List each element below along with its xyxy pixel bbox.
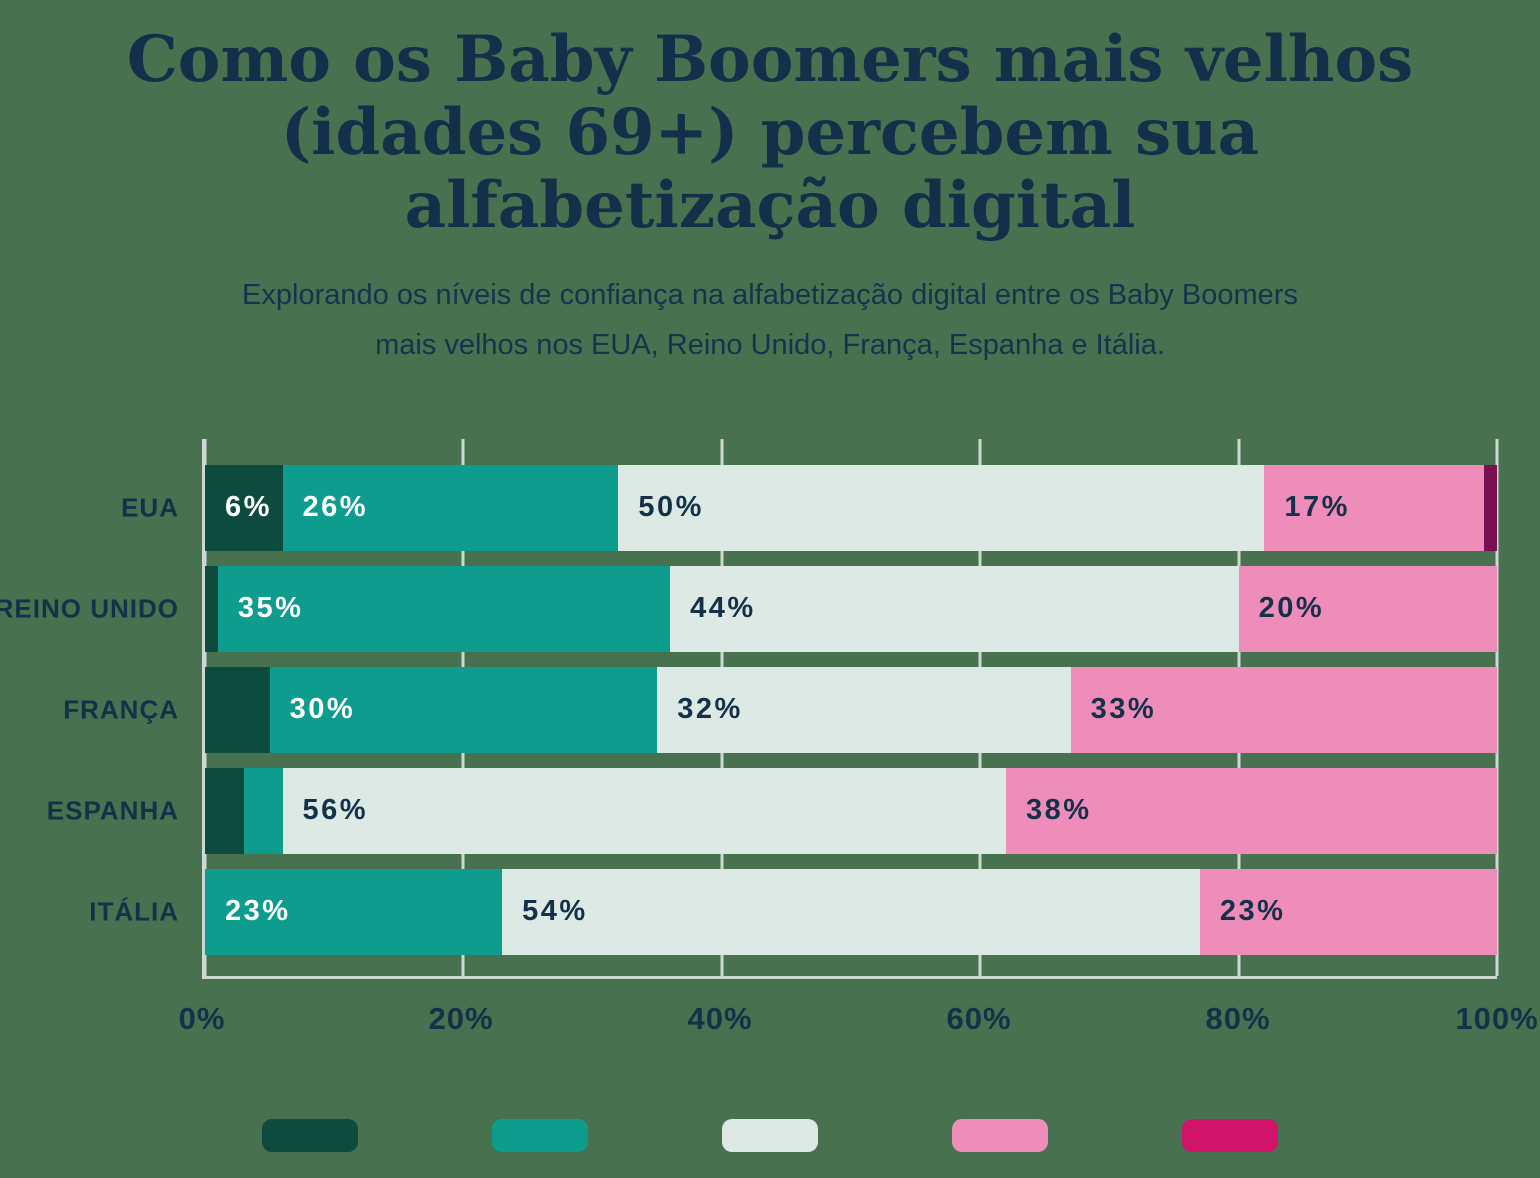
bar-segment <box>243 767 283 854</box>
x-tick-label: 100% <box>1455 1000 1539 1036</box>
bar-segment: 54% <box>502 868 1200 955</box>
segment-value-label: 38% <box>1026 794 1092 827</box>
plot-area: EUA 6% 26% 50% 17% REINO UNIDO 35% 44% 20% FRANÇA… <box>0 438 1499 979</box>
page-subtitle: Explorando os níveis de confiança na alf… <box>242 278 1298 361</box>
stacked-bar-chart: EUA 6% 26% 50% 17% REINO UNIDO 35% 44% 20% FRANÇA… <box>0 438 1540 1037</box>
x-tick-label: 80% <box>1205 1000 1271 1036</box>
segment-value-label: 56% <box>302 794 369 827</box>
segment-value-label: 54% <box>522 895 588 928</box>
bar-segment <box>205 666 270 753</box>
bar-segment <box>205 767 244 854</box>
bar-row: REINO UNIDO 35% 44% 20% <box>0 565 1497 652</box>
segment-value-label: 6% <box>225 491 272 524</box>
segment-value-label: 30% <box>289 693 356 726</box>
bar-segment: 38% <box>1006 767 1497 854</box>
legend-swatch <box>492 1118 588 1152</box>
legend-item: Sei muito poucosobre isso <box>885 1118 1115 1178</box>
bar-segment: 6% <box>205 464 283 551</box>
bar-segment: 50% <box>618 464 1265 551</box>
segment-value-label: 26% <box>302 491 369 524</box>
bar-segment: 35% <box>217 565 671 652</box>
legend-item: Tenho umentendimento básico <box>655 1118 885 1178</box>
legend-swatch <box>952 1118 1048 1152</box>
bar-row: FRANÇA 30% 32% 33% <box>63 666 1497 753</box>
segment-value-label: 20% <box>1258 592 1325 625</box>
legend-swatch <box>262 1118 358 1152</box>
x-tick-label: 40% <box>687 1000 753 1036</box>
x-axis: 0% 20% 40% 60% 80% 100% <box>179 993 1538 1037</box>
bar-row: ESPANHA 56% 38% <box>47 767 1497 854</box>
category-label: FRANÇA <box>63 694 179 725</box>
bar-row: EUA 6% 26% 50% 17% <box>121 464 1497 551</box>
infographic: Como os Baby Boomers mais velhos (idades… <box>0 22 1540 1178</box>
category-label: ESPANHA <box>46 795 179 826</box>
category-label: REINO UNIDO <box>0 593 179 624</box>
segment-value-label: 17% <box>1284 491 1350 524</box>
segment-value-label: 23% <box>1219 895 1286 928</box>
x-tick-label: 20% <box>428 1000 494 1036</box>
x-tick-label: 60% <box>946 1000 1012 1036</box>
bar-segment: 26% <box>282 464 619 551</box>
bar-segment: 32% <box>657 666 1071 753</box>
bar-segment: 44% <box>670 565 1239 652</box>
bar-segment: 23% <box>205 868 503 955</box>
segment-value-label: 23% <box>225 895 291 928</box>
bar-segment: 17% <box>1264 464 1485 551</box>
bar-segment: 20% <box>1238 565 1497 652</box>
bar-track: 23% 54% 23% <box>205 868 1497 955</box>
segment-value-label: 32% <box>677 693 743 726</box>
legend: Tenho um entendimentomuito forteTenho um… <box>195 1118 1345 1178</box>
legend-item: Tenho um bomentendimento <box>425 1118 655 1178</box>
segment-value-label: 33% <box>1090 693 1157 726</box>
bar-segment: 33% <box>1070 666 1497 753</box>
page-title: Como os Baby Boomers mais velhos (idades… <box>126 22 1414 243</box>
bar-rows: EUA 6% 26% 50% 17% REINO UNIDO 35% 44% 20% FRANÇA… <box>0 439 1497 955</box>
bar-row: ITÁLIA 23% 54% 23% <box>89 868 1497 955</box>
bar-track: 35% 44% 20% <box>205 565 1497 652</box>
legend-swatch <box>722 1118 818 1152</box>
category-label: EUA <box>121 492 179 523</box>
segment-value-label: 44% <box>690 592 756 625</box>
x-tick-label: 0% <box>178 1000 226 1036</box>
bar-track: 6% 26% 50% 17% <box>205 464 1497 551</box>
bar-track: 56% 38% <box>205 767 1497 854</box>
bar-track: 30% 32% 33% <box>205 666 1497 753</box>
category-label: ITÁLIA <box>89 896 179 927</box>
legend-item: Tenho um entendimentomuito forte <box>195 1118 425 1178</box>
bar-segment: 30% <box>269 666 658 753</box>
segment-value-label: 50% <box>638 491 704 524</box>
bar-segment: 23% <box>1199 868 1497 955</box>
segment-value-label: 35% <box>237 592 304 625</box>
bar-segment <box>1484 464 1497 551</box>
bar-segment <box>205 565 218 652</box>
legend-swatch <box>1182 1118 1278 1152</box>
bar-segment: 56% <box>282 767 1007 854</box>
legend-item: Não sei nadasobre isso <box>1115 1118 1345 1178</box>
gridline <box>1495 438 1499 976</box>
